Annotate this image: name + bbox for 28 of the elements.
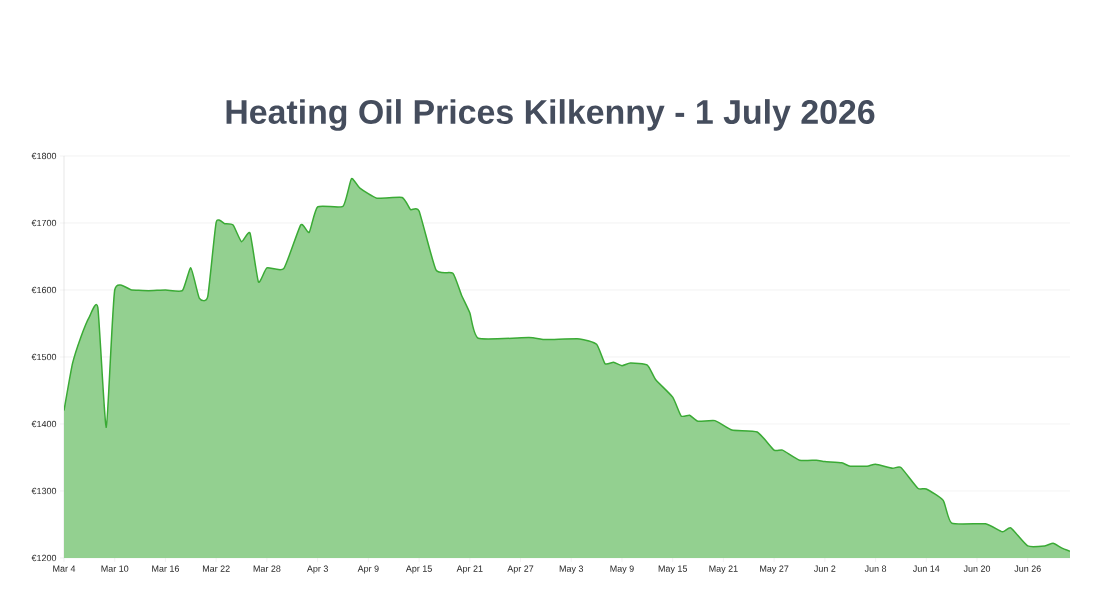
x-tick-label: Mar 22 <box>202 565 230 572</box>
x-tick-label: Mar 4 <box>53 565 76 572</box>
x-tick-label: May 27 <box>760 565 789 574</box>
y-tick-label: €1200 <box>31 554 57 562</box>
y-tick-label: €1400 <box>31 420 57 428</box>
x-tick-label: May 15 <box>658 565 687 574</box>
x-tick-label: May 3 <box>559 565 584 574</box>
y-tick-label: €1600 <box>31 286 57 294</box>
x-tick-label: Jun 26 <box>1014 565 1041 572</box>
y-tick-label: €1700 <box>31 219 57 227</box>
x-tick-label: Apr 21 <box>456 565 483 574</box>
x-tick-label: Jun 20 <box>963 565 991 572</box>
x-tick-label: May 9 <box>610 565 634 574</box>
x-tick-label: Jun 2 <box>814 565 836 572</box>
y-tick-label: €1500 <box>31 353 57 361</box>
x-tick-label: Mar 10 <box>101 565 129 572</box>
y-tick-label: €1300 <box>31 487 57 495</box>
x-tick-label: Jun 14 <box>912 565 940 572</box>
x-tick-label: Mar 28 <box>253 565 281 572</box>
x-tick-label: Mar 16 <box>152 565 179 572</box>
x-tick-label: Jun 8 <box>864 565 887 572</box>
x-tick-label: Apr 15 <box>405 565 432 574</box>
x-tick-label: May 21 <box>709 565 738 574</box>
y-tick-label: €1800 <box>31 152 57 160</box>
chart-title: Heating Oil Prices Kilkenny - 1 July 2026 <box>226 99 875 131</box>
x-tick-label: Apr 27 <box>507 565 534 574</box>
x-tick-label: Apr 3 <box>306 565 328 574</box>
x-tick-label: Apr 9 <box>357 565 379 574</box>
